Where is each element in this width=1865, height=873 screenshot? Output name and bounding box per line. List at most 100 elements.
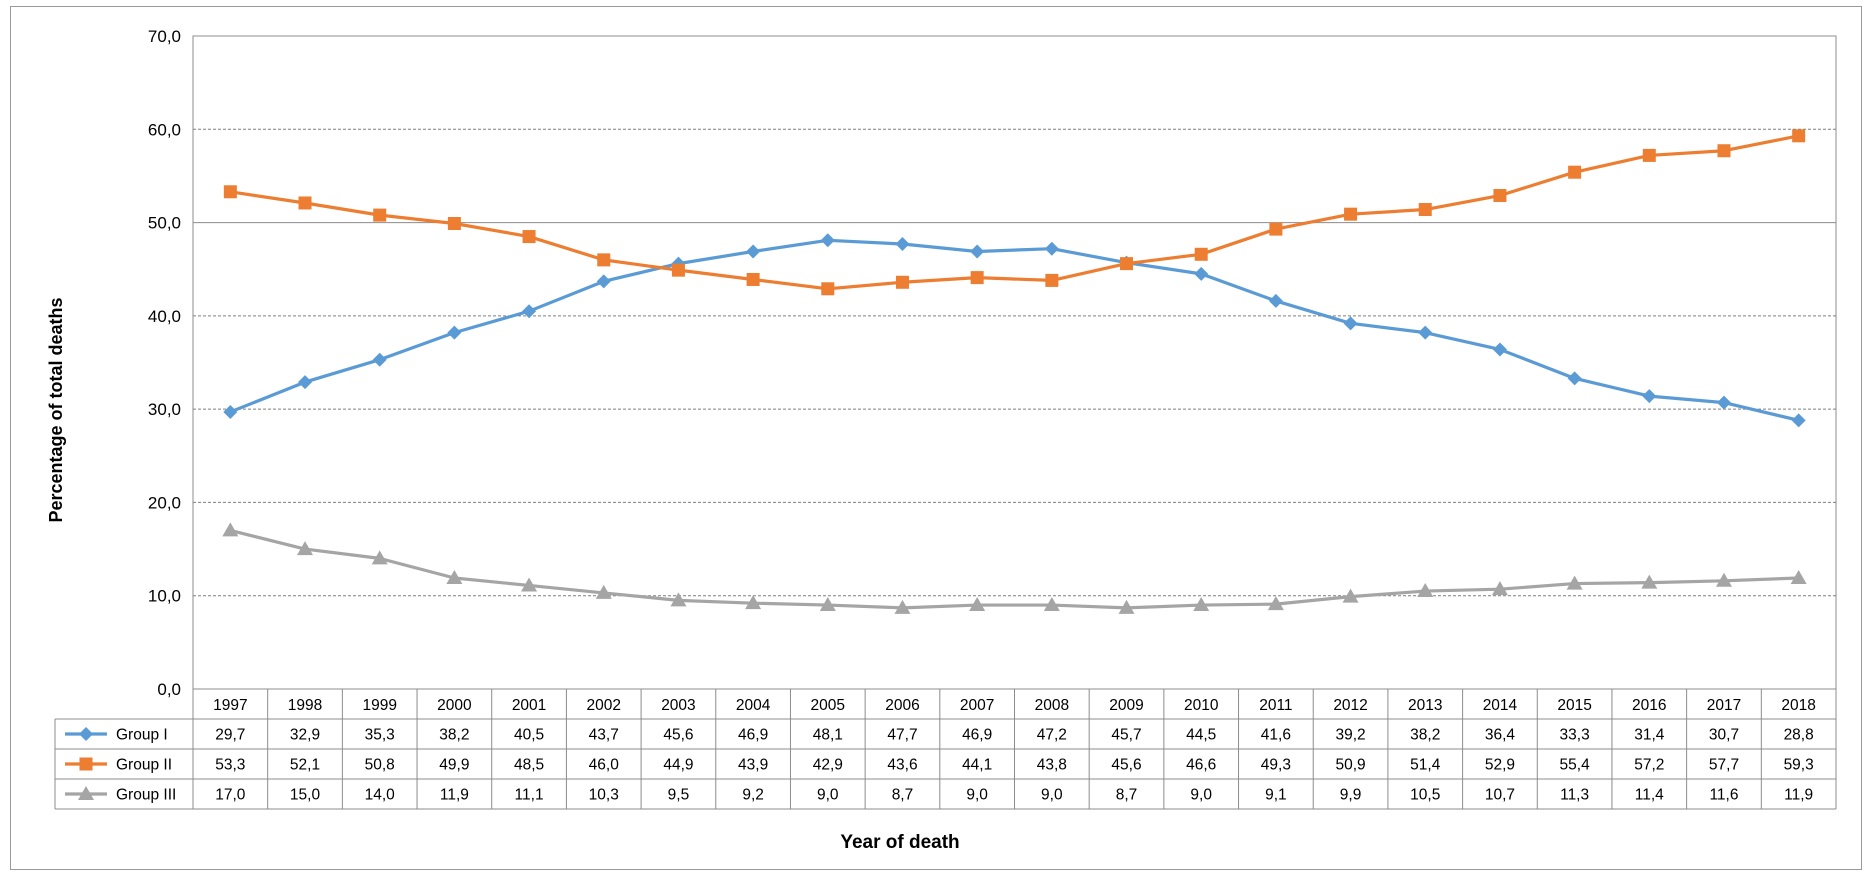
group-iii-value-label: 10,5 [1410, 787, 1440, 804]
group-iii-point [1043, 597, 1060, 612]
group-ii-point [1045, 273, 1059, 287]
group-ii-value-label: 49,3 [1261, 757, 1291, 774]
group-ii-point [671, 263, 685, 277]
group-ii-point [597, 253, 611, 267]
group-iii-legend-label: Group III [116, 787, 176, 804]
group-i-point [820, 233, 835, 248]
group-ii-value-label: 50,8 [365, 757, 395, 774]
group-iii-point [1193, 597, 1210, 612]
group-ii-value-label: 48,5 [514, 757, 544, 774]
y-tick-label: 60,0 [148, 120, 181, 139]
group-ii-value-label: 53,3 [215, 757, 245, 774]
group-iii-value-label: 9,9 [1340, 787, 1362, 804]
group-i-point [298, 375, 313, 390]
group-i-value-label: 41,6 [1261, 727, 1291, 744]
x-tick-label: 2018 [1781, 697, 1815, 714]
y-tick-label: 50,0 [148, 214, 181, 233]
x-tick-label: 2011 [1259, 697, 1292, 714]
group-iii-point [222, 522, 239, 537]
y-tick-label: 70,0 [148, 27, 181, 46]
group-ii-value-label: 43,9 [738, 757, 768, 774]
group-ii-value-label: 49,9 [439, 757, 469, 774]
group-iii-point [1641, 574, 1658, 589]
x-tick-label: 2006 [885, 697, 919, 714]
group-iii-point [1566, 575, 1583, 590]
group-ii-value-label: 52,9 [1485, 757, 1515, 774]
group-i-point [1268, 293, 1283, 308]
group-iii-value-label: 15,0 [290, 787, 321, 804]
group-i-point [1194, 266, 1209, 281]
group-iii-point [894, 599, 911, 614]
group-iii-point [297, 541, 314, 556]
group-iii-line [229, 528, 1799, 610]
group-iii-point [371, 550, 388, 565]
group-ii-point [373, 208, 387, 222]
series-lines [222, 129, 1807, 614]
group-i-value-label: 47,2 [1037, 727, 1067, 744]
group-iii-value-label: 8,7 [892, 787, 914, 804]
y-tick-label: 40,0 [148, 307, 181, 326]
group-i-legend-label: Group I [116, 727, 168, 744]
x-tick-label: 2000 [437, 697, 472, 714]
group-ii-point [1418, 203, 1432, 217]
group-iii-point [1491, 581, 1508, 596]
group-i-value-label: 38,2 [439, 727, 469, 744]
group-i-point [1418, 325, 1433, 340]
group-ii-line [230, 134, 1799, 291]
group-i-value-label: 47,7 [887, 727, 917, 744]
group-iii-value-label: 11,9 [440, 787, 469, 804]
group-i-value-label: 38,2 [1410, 727, 1440, 744]
group-ii-value-label: 52,1 [290, 757, 320, 774]
group-ii-value-label: 46,6 [1186, 757, 1216, 774]
group-iii-value-label: 11,4 [1635, 787, 1664, 804]
group-i-point [1492, 342, 1507, 357]
group-iii-value-label: 9,0 [1041, 787, 1063, 804]
group-iii-value-label: 11,1 [515, 787, 544, 804]
group-i-point [1567, 371, 1582, 386]
group-iii-point [446, 569, 463, 584]
group-i-value-label: 45,6 [663, 727, 693, 744]
group-i-value-label: 48,1 [813, 727, 843, 744]
x-tick-label: 2008 [1035, 697, 1069, 714]
group-i-point [746, 244, 761, 259]
group-iii-point [1342, 588, 1359, 603]
group-ii-value-label: 43,8 [1037, 757, 1067, 774]
group-ii-value-label: 43,6 [887, 757, 917, 774]
group-ii-value-label: 45,6 [1111, 757, 1141, 774]
group-i-value-label: 46,9 [738, 727, 768, 744]
group-ii-value-label: 44,1 [962, 757, 992, 774]
group-ii-point [1269, 222, 1283, 236]
group-i-point [223, 404, 238, 419]
group-i-point [1791, 413, 1806, 428]
y-axis: 0,0 10,0 20,0 30,0 40,0 50,0 60,0 70,0 [148, 27, 181, 699]
group-ii-point [746, 272, 760, 286]
group-i-value-label: 33,3 [1560, 727, 1590, 744]
group-i-value-label: 32,9 [290, 727, 320, 744]
group-iii-point [595, 584, 612, 599]
group-i-value-label: 44,5 [1186, 727, 1216, 744]
plot-area [192, 35, 1837, 690]
y-axis-label: Percentage of total deaths [46, 297, 66, 522]
group-ii-value-label: 50,9 [1335, 757, 1365, 774]
group-ii-value-label: 57,7 [1709, 757, 1739, 774]
group-ii-point [821, 282, 835, 296]
group-iii-point [1267, 596, 1284, 611]
x-tick-label: 1998 [288, 697, 322, 714]
x-tick-label: 2012 [1333, 697, 1367, 714]
group-ii-value-label: 46,0 [589, 757, 620, 774]
group-ii-point [1642, 148, 1656, 162]
group-i-point [1642, 389, 1657, 404]
group-i-value-label: 28,8 [1784, 727, 1814, 744]
x-tick-label: 2010 [1184, 697, 1219, 714]
group-iii-value-label: 14,0 [365, 787, 396, 804]
group-i-point [970, 244, 985, 259]
group-ii-point [298, 196, 312, 210]
group-ii-legend-label: Group II [116, 757, 172, 774]
group-iii-point [521, 577, 538, 592]
group-iii-value-label: 9,1 [1265, 787, 1287, 804]
group-iii-value-label: 9,0 [1190, 787, 1212, 804]
group-i-point [447, 325, 462, 340]
group-i-value-label: 30,7 [1709, 727, 1739, 744]
group-iii-value-label: 10,7 [1485, 787, 1515, 804]
